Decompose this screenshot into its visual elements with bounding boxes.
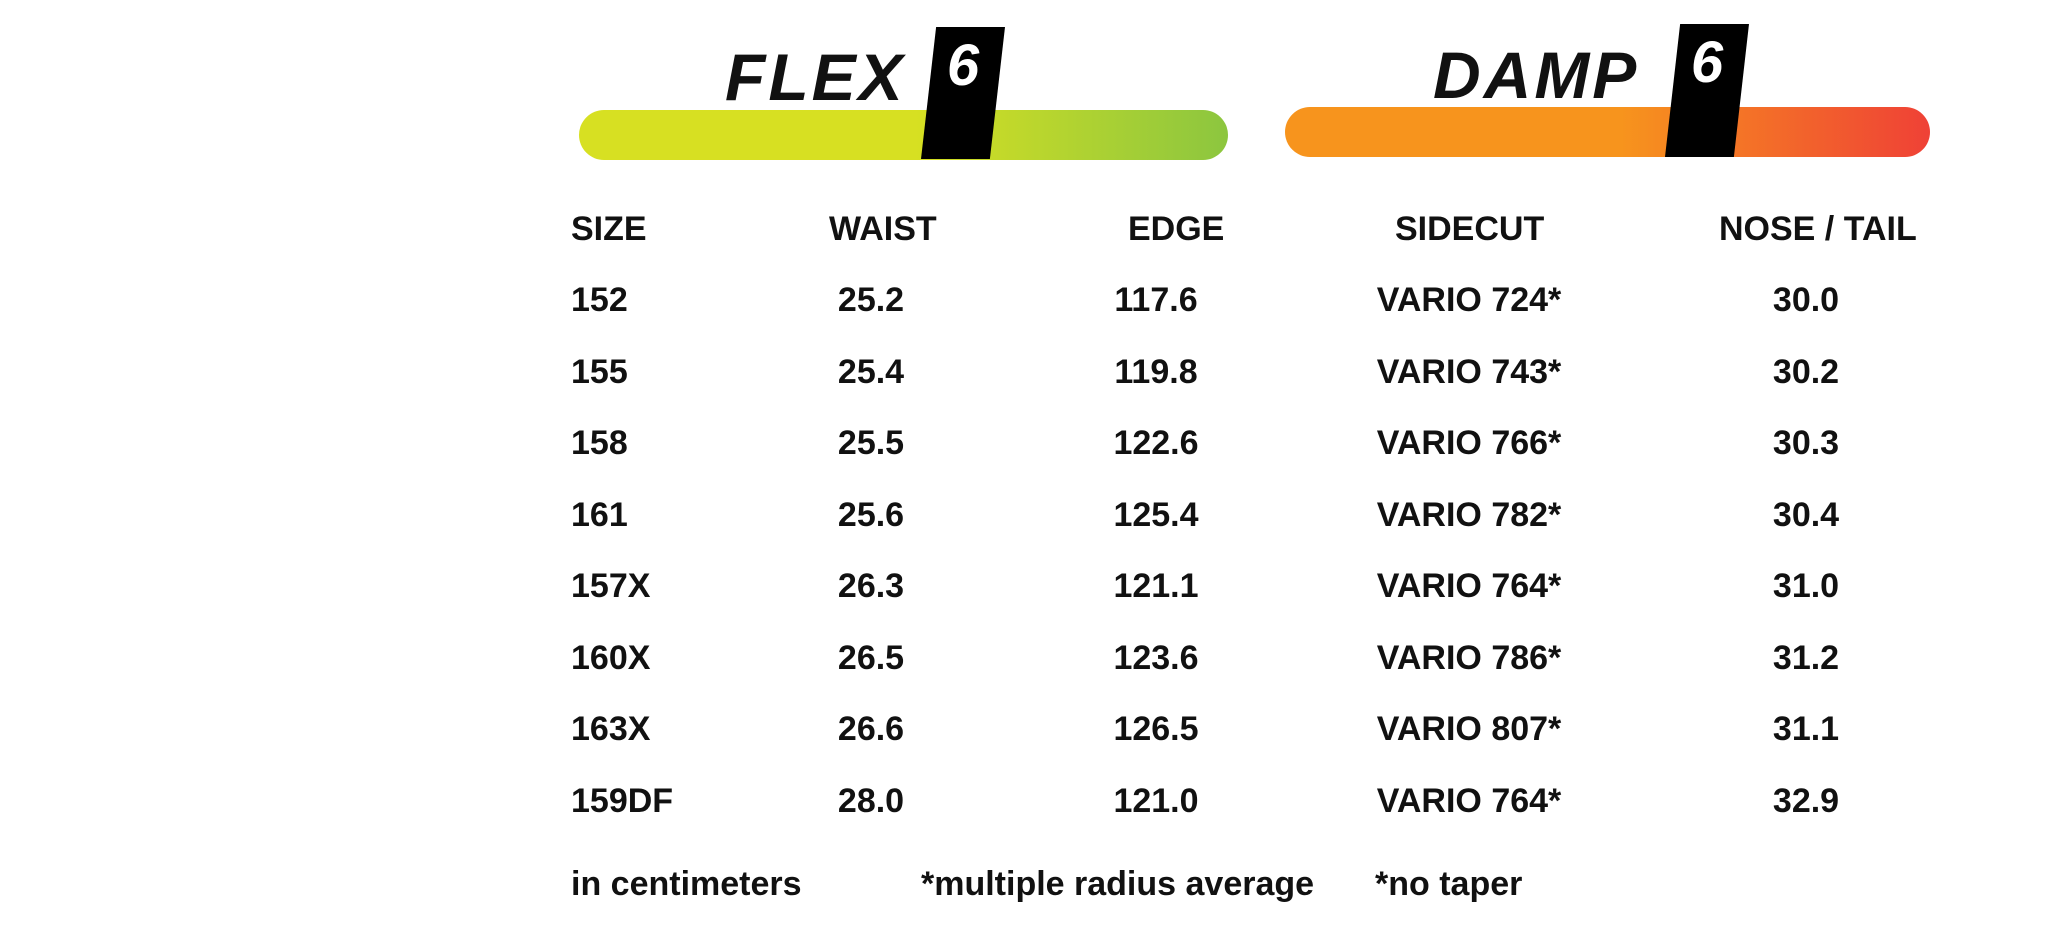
footnote: *no taper <box>1375 865 1523 903</box>
footnote: *multiple radius average <box>921 865 1315 903</box>
table-cell: 163X <box>571 710 651 748</box>
damp-bar <box>1285 107 1930 157</box>
table-cell: 30.3 <box>1772 424 1840 462</box>
table-cell: 25.2 <box>837 281 905 319</box>
table-cell: VARIO 807* <box>1376 710 1562 748</box>
column-header: EDGE <box>1128 210 1225 248</box>
footnote: in centimeters <box>571 865 802 903</box>
table-cell: 31.2 <box>1772 638 1840 677</box>
table-cell: 158 <box>571 424 628 462</box>
table-cell: 28.0 <box>837 781 905 820</box>
table-cell: 25.4 <box>837 352 905 391</box>
flex-label: FLEX <box>725 40 906 114</box>
table-cell: 26.5 <box>837 638 905 677</box>
table-cell: VARIO 743* <box>1376 352 1562 391</box>
table-cell: 121.1 <box>1113 567 1199 605</box>
table-cell: 30.2 <box>1772 352 1840 391</box>
flex-value: 6 <box>946 33 980 98</box>
table-cell: 25.5 <box>837 424 905 462</box>
column-header: NOSE / TAIL <box>1719 210 1917 248</box>
flex-marker: 6 <box>921 27 1005 159</box>
table-cell: 160X <box>571 638 651 677</box>
table-cell: 31.1 <box>1772 710 1840 748</box>
damp-marker: 6 <box>1665 24 1749 157</box>
table-cell: 117.6 <box>1114 281 1198 319</box>
table-cell: 26.6 <box>837 710 905 748</box>
table-cell: VARIO 786* <box>1376 638 1562 677</box>
flex-bar <box>579 110 1228 160</box>
table-cell: 30.4 <box>1772 495 1840 534</box>
column-header: SIZE <box>571 210 647 248</box>
table-cell: 122.6 <box>1113 424 1199 462</box>
table-cell: 155 <box>571 352 628 391</box>
table-cell: 161 <box>571 495 628 534</box>
damp-label: DAMP <box>1433 38 1640 112</box>
column-header: SIDECUT <box>1395 210 1545 248</box>
table-cell: 126.5 <box>1113 710 1199 748</box>
table-cell: VARIO 764* <box>1376 781 1562 820</box>
table-cell: 121.0 <box>1113 781 1199 820</box>
table-cell: 119.8 <box>1114 352 1198 391</box>
table-cell: 159DF <box>571 781 674 820</box>
column-header: WAIST <box>829 210 937 248</box>
table-cell: VARIO 766* <box>1376 424 1562 462</box>
table-cell: 32.9 <box>1772 781 1840 820</box>
table-cell: 152 <box>571 281 628 319</box>
table-cell: 31.0 <box>1772 567 1840 605</box>
table-cell: VARIO 724* <box>1376 281 1562 319</box>
table-cell: 30.0 <box>1772 281 1840 319</box>
table-cell: 157X <box>571 567 651 605</box>
table-cell: 25.6 <box>837 495 905 534</box>
table-cell: VARIO 782* <box>1376 495 1562 534</box>
table-cell: VARIO 764* <box>1376 567 1562 605</box>
table-cell: 26.3 <box>837 567 905 605</box>
damp-value: 6 <box>1690 30 1724 95</box>
table-cell: 123.6 <box>1113 638 1199 677</box>
table-cell: 125.4 <box>1113 495 1199 534</box>
